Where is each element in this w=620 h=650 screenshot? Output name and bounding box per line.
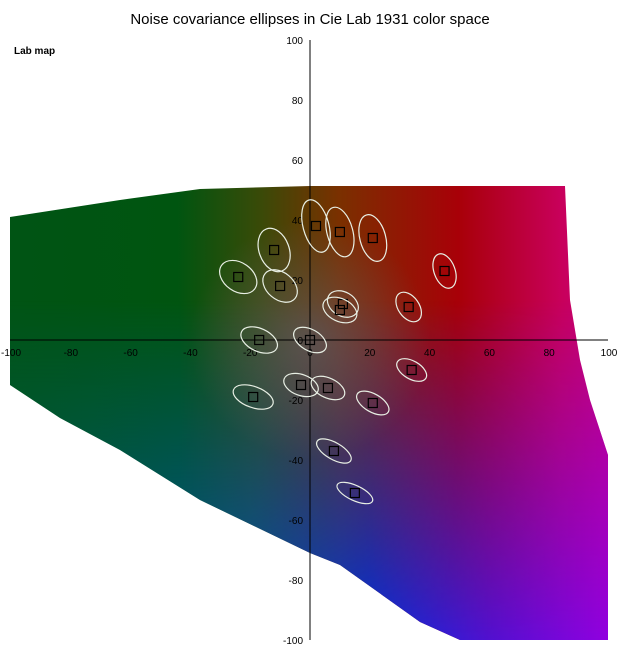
covariance-ellipse <box>301 199 331 253</box>
mean-marker <box>334 226 345 238</box>
covariance-ellipse <box>358 214 388 262</box>
y-tick-label: 20 <box>292 276 304 287</box>
covariance-ellipse <box>325 206 355 258</box>
covariance-ellipse <box>395 291 423 323</box>
mean-marker <box>310 220 322 232</box>
y-tick-label: -40 <box>289 456 304 467</box>
mean-marker <box>367 397 378 409</box>
covariance-ellipse <box>432 253 457 289</box>
y-tick-label: -20 <box>289 396 304 407</box>
x-tick-label: 100 <box>601 348 618 359</box>
covariance-ellipse <box>283 372 319 398</box>
covariance-ellipse <box>219 259 258 295</box>
mean-marker <box>406 364 417 376</box>
covariance-ellipse <box>262 269 298 303</box>
x-tick-label: 40 <box>424 348 436 359</box>
x-tick-labels: -100 -80 -60 -40 -20 0 20 40 60 80 100 <box>1 348 618 359</box>
y-tick-label: -60 <box>289 516 304 527</box>
mean-marker <box>439 265 450 277</box>
x-tick-label: 80 <box>544 348 556 359</box>
mean-marker <box>328 445 340 457</box>
mean-marker <box>269 244 280 256</box>
x-tick-label: -100 <box>1 348 21 359</box>
mean-marker <box>248 391 259 403</box>
y-tick-labels: 100 80 60 40 20 0 -20 -40 -60 -80 -100 <box>283 36 303 647</box>
covariance-ellipse <box>336 481 374 505</box>
covariance-ellipse <box>322 296 358 324</box>
x-tick-label: 20 <box>364 348 376 359</box>
mean-marker <box>275 280 286 292</box>
y-tick-label: 0 <box>297 336 303 347</box>
mean-marker <box>334 304 345 316</box>
mean-marker <box>254 334 265 346</box>
map-label: Lab map <box>14 46 55 57</box>
covariance-ellipse <box>240 326 279 354</box>
covariance-ellipse <box>310 375 346 401</box>
mean-marker <box>367 232 378 244</box>
covariance-ellipse <box>356 390 390 416</box>
y-tick-label: 40 <box>292 216 304 227</box>
x-tick-label: -80 <box>64 348 79 359</box>
y-tick-label: 100 <box>286 36 303 47</box>
ellipse-marks <box>219 199 457 505</box>
x-tick-label: -60 <box>123 348 138 359</box>
covariance-ellipse <box>396 358 428 382</box>
x-tick-label: -40 <box>183 348 198 359</box>
color-gamut <box>10 186 608 640</box>
x-tick-label: 0 <box>307 348 313 359</box>
y-tick-label: -100 <box>283 636 303 647</box>
mean-marker <box>349 487 360 499</box>
mean-marker <box>295 379 307 391</box>
covariance-ellipse <box>232 384 274 410</box>
covariance-ellipse <box>315 438 352 464</box>
y-tick-label: 80 <box>292 96 304 107</box>
x-tick-label: -20 <box>243 348 258 359</box>
y-tick-label: 60 <box>292 156 304 167</box>
mean-marker <box>304 334 316 346</box>
x-tick-label: 60 <box>484 348 496 359</box>
mean-marker <box>403 301 414 313</box>
mean-marker <box>233 271 244 283</box>
chart-title: Noise covariance ellipses in Cie Lab 193… <box>130 11 489 28</box>
mean-marker <box>322 382 334 394</box>
covariance-ellipse <box>293 326 327 354</box>
y-tick-label: -80 <box>289 576 304 587</box>
